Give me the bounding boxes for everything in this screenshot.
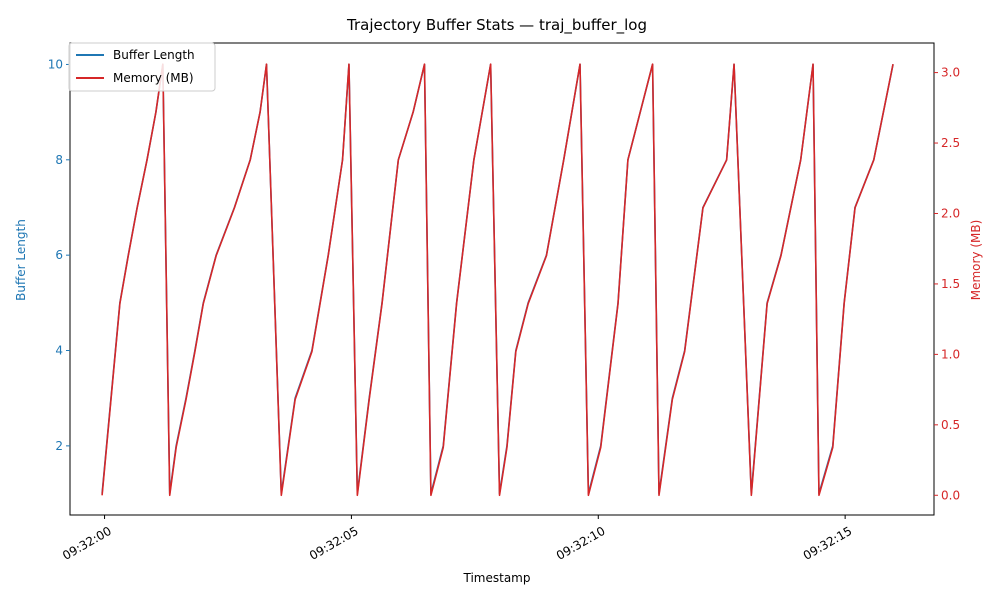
legend-box — [68, 42, 216, 92]
y-axis-left: 2 4 6 8 10 — [48, 57, 70, 453]
y-right-tick-label-4: 2.0 — [941, 206, 960, 220]
y-left-tick-label-0: 2 — [55, 439, 63, 453]
y-right-tick-label-0: 0.0 — [941, 488, 960, 502]
legend-label-memory: Memory (MB) — [113, 71, 194, 85]
chart-title: Trajectory Buffer Stats — traj_buffer_lo… — [346, 16, 647, 35]
x-tick-label-3: 09:32:15 — [801, 524, 855, 563]
plot-area — [69, 42, 935, 516]
y-left-tick-label-3: 8 — [55, 153, 63, 167]
legend: Buffer Length Memory (MB) — [68, 42, 216, 92]
x-axis: 09:32:00 09:32:05 09:32:10 09:32:15 — [60, 515, 854, 563]
y-left-tick-label-2: 6 — [55, 248, 63, 262]
x-axis-label: Timestamp — [463, 571, 531, 585]
plot-frame — [69, 42, 935, 516]
x-tick-label-2: 09:32:10 — [554, 524, 608, 563]
y-axis-right: 0.0 0.5 1.0 1.5 2.0 2.5 3.0 — [934, 66, 960, 502]
y-axis-right-label: Memory (MB) — [969, 220, 983, 301]
y-right-tick-label-2: 1.0 — [941, 347, 960, 361]
x-tick-label-0: 09:32:00 — [60, 524, 114, 563]
y-right-tick-label-3: 1.5 — [941, 277, 960, 291]
y-right-tick-label-5: 2.5 — [941, 136, 960, 150]
y-left-tick-label-1: 4 — [55, 344, 63, 358]
y-axis-left-label: Buffer Length — [14, 219, 28, 301]
y-left-tick-label-4: 10 — [48, 57, 63, 71]
series-line-memory — [101, 63, 894, 497]
legend-label-buffer: Buffer Length — [113, 48, 195, 62]
x-tick-label-1: 09:32:05 — [307, 524, 361, 563]
y-right-tick-label-6: 3.0 — [941, 66, 960, 80]
y-right-tick-label-1: 0.5 — [941, 418, 960, 432]
